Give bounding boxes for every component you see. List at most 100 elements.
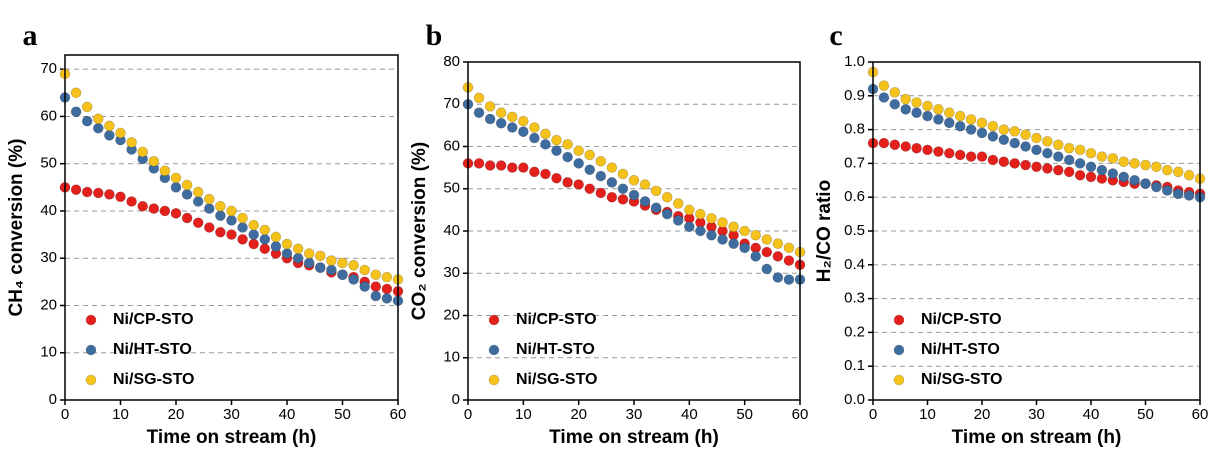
panel-label: a <box>23 19 38 52</box>
data-point <box>900 141 912 152</box>
data-point <box>889 87 901 98</box>
data-point <box>348 260 359 271</box>
x-tick-label: 0 <box>869 406 877 423</box>
data-point <box>159 165 171 177</box>
data-point <box>695 225 706 237</box>
data-point <box>1140 159 1151 171</box>
data-point <box>650 202 662 214</box>
data-point <box>370 269 382 281</box>
legend-marker <box>85 344 97 356</box>
legend-marker <box>488 314 500 326</box>
data-point <box>706 229 717 241</box>
y-tick-label: 70 <box>40 60 57 77</box>
data-point <box>1107 168 1119 179</box>
data-point <box>1140 178 1151 189</box>
data-point <box>750 251 762 262</box>
data-point <box>584 164 596 176</box>
data-point <box>337 269 348 281</box>
data-point <box>684 221 695 233</box>
data-point <box>529 122 540 133</box>
data-point <box>359 264 371 276</box>
data-point <box>943 107 955 118</box>
data-point <box>976 127 988 139</box>
x-tick-label: 60 <box>390 406 407 423</box>
data-point <box>617 168 629 180</box>
y-tick-label: 0.5 <box>844 222 865 239</box>
data-point <box>739 225 750 237</box>
y-tick-label: 40 <box>40 202 57 219</box>
data-point <box>495 160 507 171</box>
data-point <box>540 168 551 180</box>
data-point <box>181 189 193 200</box>
data-point <box>1063 154 1075 166</box>
data-point <box>1063 142 1075 154</box>
legend-marker <box>488 344 500 356</box>
y-tick-label: 20 <box>443 306 460 323</box>
y-tick-label: 40 <box>443 222 460 239</box>
data-point <box>484 113 496 125</box>
data-point <box>617 194 629 205</box>
y-tick-label: 0.3 <box>844 290 865 307</box>
y-tick-label: 10 <box>443 349 460 366</box>
data-point <box>518 126 529 138</box>
x-tick-label: 40 <box>681 406 698 423</box>
data-point <box>1183 190 1195 201</box>
data-point <box>1162 164 1173 176</box>
data-point <box>1172 188 1184 200</box>
data-point <box>987 131 999 142</box>
data-point <box>672 198 684 209</box>
data-point <box>93 122 104 134</box>
x-tick-label: 60 <box>1192 406 1209 423</box>
data-point <box>518 162 529 173</box>
plot-frame <box>467 61 801 401</box>
y-tick-label: 0.4 <box>844 256 865 273</box>
data-point <box>292 243 304 255</box>
y-tick-label: 0.2 <box>844 323 865 340</box>
panel: a 0 10 20 30 40 50 60 70 0 10 20 30 40 50 60 Time on str… <box>6 19 406 448</box>
data-point <box>954 110 966 122</box>
legend-label: Ni/SG-STO <box>113 371 195 388</box>
data-point <box>1074 144 1086 156</box>
data-point <box>933 104 944 115</box>
data-point <box>148 203 160 214</box>
data-point <box>911 142 922 154</box>
x-tick-label: 30 <box>626 406 643 423</box>
x-tick-label: 30 <box>223 406 240 423</box>
data-point <box>772 251 784 262</box>
data-point <box>551 145 562 157</box>
y-tick-label: 20 <box>40 296 57 313</box>
data-point <box>628 175 640 186</box>
data-point <box>292 252 304 264</box>
data-point <box>170 172 182 184</box>
data-point <box>70 87 82 99</box>
data-point <box>1162 185 1173 196</box>
data-point <box>1063 166 1075 178</box>
data-point <box>359 281 371 292</box>
data-point <box>1085 171 1097 183</box>
x-tick-label: 10 <box>919 406 936 423</box>
x-axis-title: Time on stream (h) <box>952 427 1122 448</box>
data-point <box>540 128 551 140</box>
data-point <box>170 208 182 219</box>
data-point <box>954 120 966 132</box>
data-point <box>248 229 259 240</box>
data-point <box>1053 139 1064 151</box>
data-point <box>1085 147 1097 159</box>
data-point <box>573 158 584 169</box>
data-point <box>878 137 890 149</box>
y-tick-label: 30 <box>443 264 460 281</box>
data-point <box>1031 132 1042 144</box>
legend-marker <box>893 314 905 326</box>
data-point <box>650 185 662 197</box>
y-axis-title: H₂/CO ratio <box>814 180 835 282</box>
data-point <box>606 191 618 203</box>
data-point <box>639 196 651 207</box>
legend-label: Ni/CP-STO <box>113 311 194 328</box>
data-point <box>259 224 271 236</box>
y-tick-label: 0.8 <box>844 121 865 138</box>
y-tick-label: 0 <box>49 391 57 408</box>
data-point <box>506 162 518 173</box>
data-point <box>761 263 773 275</box>
x-tick-label: 10 <box>515 406 532 423</box>
data-point <box>562 139 573 150</box>
